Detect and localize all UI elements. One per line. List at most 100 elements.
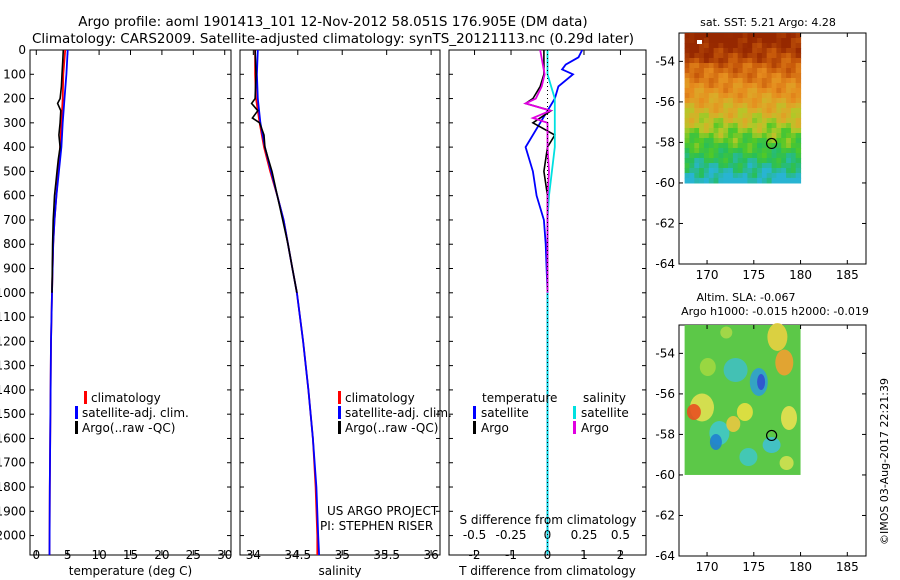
sst-cell <box>713 53 719 59</box>
sst-cell <box>781 133 787 139</box>
sst-cell <box>771 108 777 114</box>
sst-cell <box>699 58 705 64</box>
sst-cell <box>761 118 768 124</box>
sst-cell <box>776 138 782 144</box>
sst-cell <box>684 53 690 59</box>
sst-cell <box>761 98 768 104</box>
sst-cell <box>718 58 724 64</box>
sst-cell <box>795 168 802 174</box>
sst-cell <box>757 168 763 174</box>
legend-swatch-sal-satellite <box>573 406 576 419</box>
sst-cell <box>708 53 715 59</box>
sst-cell <box>737 98 744 104</box>
sst-cell <box>694 118 700 124</box>
sst-cell <box>761 158 768 164</box>
sst-cell <box>732 143 739 149</box>
sst-cell <box>757 148 763 154</box>
legend-label-temp-argo: Argo <box>481 421 509 435</box>
sst-cell <box>742 63 748 69</box>
sst-cell <box>776 168 782 174</box>
sst-cell <box>776 123 782 129</box>
sst-cell <box>747 173 753 179</box>
sst-cell <box>708 108 715 114</box>
sla-map-title-line2: Argo h1000: -0.015 h2000: -0.019 <box>681 305 869 318</box>
sst-cell <box>795 173 802 179</box>
sst-cell <box>713 143 719 149</box>
sst-cell <box>699 133 705 139</box>
sst-cell <box>737 128 744 134</box>
sst-cell <box>732 133 739 139</box>
sst-cell <box>689 58 695 64</box>
sst-cell <box>761 63 768 69</box>
sla-anomaly-blob <box>686 404 701 420</box>
sst-cell <box>766 73 773 79</box>
sst-cell <box>699 168 705 174</box>
sst-cell <box>761 43 768 49</box>
sst-cell <box>718 173 724 179</box>
sst-cell <box>766 98 773 104</box>
sst-cell <box>752 133 758 139</box>
sst-cell <box>795 83 802 89</box>
sst-cell <box>694 123 700 129</box>
y-tick-label: 1300 <box>0 359 26 373</box>
sst-cell <box>694 93 700 99</box>
sla-anomaly-blob <box>736 403 753 421</box>
sst-cell <box>752 153 758 159</box>
x-tick-label: 25 <box>186 548 201 562</box>
sst-cell <box>752 83 758 89</box>
sst-cell <box>766 43 773 49</box>
sst-cell <box>790 68 797 74</box>
sst-cell <box>757 128 763 134</box>
sst-cell <box>790 98 797 104</box>
sst-cell <box>737 173 744 179</box>
sst-cell <box>747 88 753 94</box>
sst-cell <box>771 73 777 79</box>
sst-cell <box>737 118 744 124</box>
y-tick-label: 1800 <box>0 480 26 494</box>
map-y-tick-label: -56 <box>655 95 675 109</box>
sst-cell <box>699 118 705 124</box>
sst-cell <box>708 113 715 119</box>
sst-cell <box>786 73 792 79</box>
sst-cell <box>684 83 690 89</box>
sst-cell <box>776 93 782 99</box>
sst-cell <box>752 148 758 154</box>
sst-cell <box>728 173 734 179</box>
sst-cell <box>718 163 724 169</box>
sst-cell <box>699 143 705 149</box>
sst-cell <box>694 73 700 79</box>
sst-cell <box>694 63 700 69</box>
sst-cell <box>752 108 758 114</box>
sst-cell <box>713 103 719 109</box>
sst-cell <box>781 143 787 149</box>
sst-cell <box>737 148 744 154</box>
sst-cell <box>752 78 758 84</box>
sst-cell <box>757 138 763 144</box>
sst-cell <box>732 138 739 144</box>
sst-cell <box>757 98 763 104</box>
sst-cell <box>732 113 739 119</box>
sst-cell <box>795 138 802 144</box>
sst-cell <box>757 133 763 139</box>
sst-cell <box>747 68 753 74</box>
sst-cell <box>786 88 792 94</box>
sst-cell <box>732 43 739 49</box>
sst-cell <box>790 43 797 49</box>
sst-cell <box>752 48 758 54</box>
series-line <box>254 50 319 555</box>
sst-cell <box>742 38 748 44</box>
sst-map-title: sat. SST: 5.21 Argo: 4.28 <box>700 16 836 29</box>
sst-cell <box>766 53 773 59</box>
sst-map: sat. SST: 5.21 Argo: 4.28 170 175 180 185 -5… <box>655 16 867 282</box>
sst-cell <box>752 58 758 64</box>
sst-cell <box>737 143 744 149</box>
sst-cell <box>786 53 792 59</box>
sst-cell <box>723 78 729 84</box>
sst-cell <box>684 133 690 139</box>
sst-cell <box>699 128 705 134</box>
sst-cell <box>795 68 802 74</box>
x-axis-label: temperature (deg C) <box>69 564 192 578</box>
sst-cell <box>790 173 797 179</box>
sst-cell <box>781 93 787 99</box>
sst-cell <box>689 78 695 84</box>
